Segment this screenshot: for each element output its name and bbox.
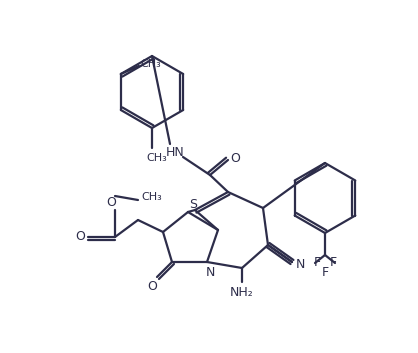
Text: S: S [189, 197, 197, 210]
Text: O: O [230, 151, 240, 164]
Text: NH₂: NH₂ [230, 286, 254, 299]
Text: F: F [329, 257, 336, 269]
Text: O: O [147, 281, 157, 293]
Text: O: O [75, 231, 85, 244]
Text: CH₃: CH₃ [142, 192, 162, 202]
Text: HN: HN [166, 145, 184, 158]
Text: CH₃: CH₃ [140, 59, 161, 69]
Text: F: F [314, 257, 321, 269]
Text: CH₃: CH₃ [147, 153, 167, 163]
Text: N: N [295, 257, 305, 270]
Text: O: O [106, 196, 116, 209]
Text: F: F [321, 267, 329, 280]
Text: N: N [205, 265, 215, 279]
